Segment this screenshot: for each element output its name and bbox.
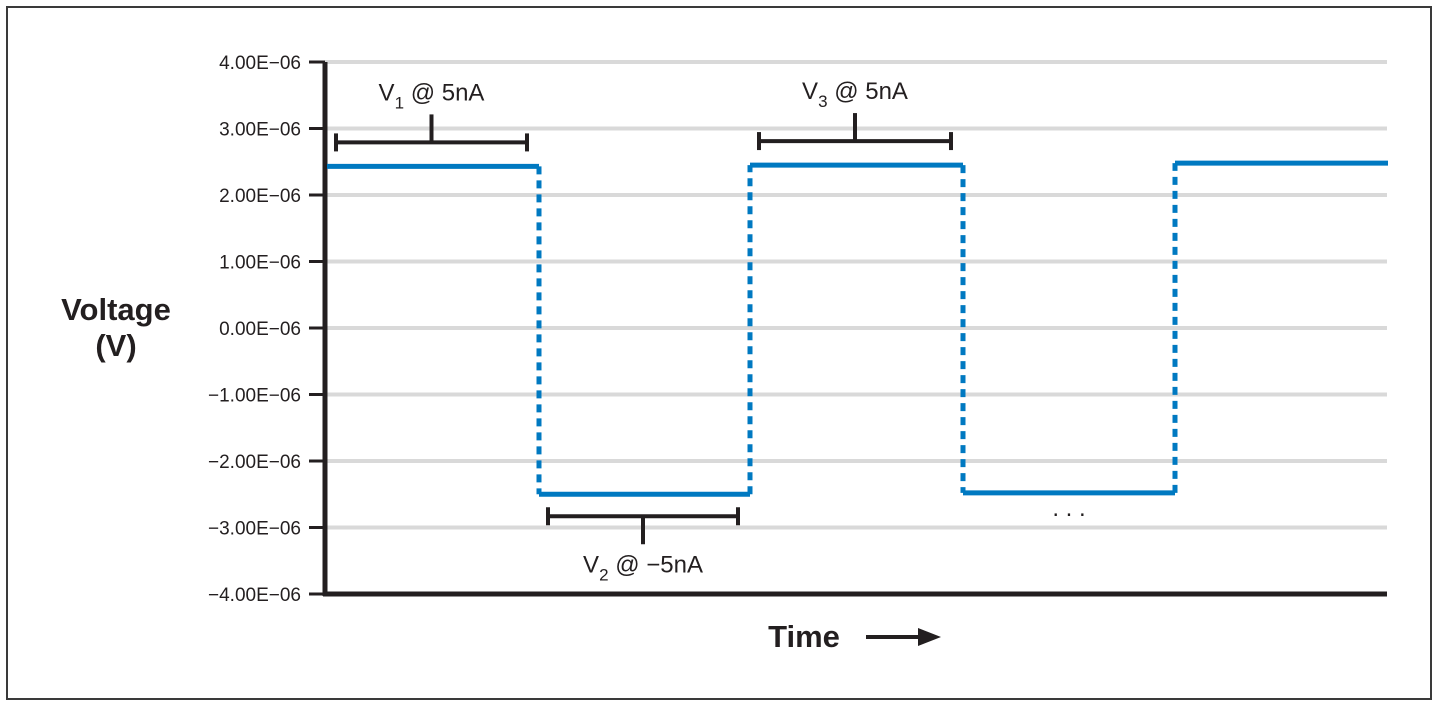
annotation-label: V3 @ 5nA <box>802 78 908 111</box>
y-axis-title-unit: (V) <box>95 328 136 363</box>
y-tick-label: 0.00E−06 <box>219 319 301 340</box>
x-axis-title: Time <box>768 619 840 654</box>
y-tick-label: −2.00E−06 <box>208 452 301 473</box>
annotation-label: V1 @ 5nA <box>379 79 485 112</box>
y-axis-title: Voltage <box>61 292 171 327</box>
y-tick-label: 2.00E−06 <box>219 186 301 207</box>
y-tick-label: −3.00E−06 <box>208 519 301 540</box>
arrow-head-icon <box>918 628 941 646</box>
y-tick-label: 3.00E−06 <box>219 120 301 141</box>
ellipsis-label: . . . <box>1052 495 1085 522</box>
y-tick-label: −4.00E−06 <box>208 585 301 606</box>
annotation-label: V2 @ −5nA <box>583 551 703 584</box>
y-tick-label: 4.00E−06 <box>219 53 301 74</box>
y-tick-label: −1.00E−06 <box>208 386 301 407</box>
chart-frame <box>6 6 1432 700</box>
y-tick-label: 1.00E−06 <box>219 253 301 274</box>
